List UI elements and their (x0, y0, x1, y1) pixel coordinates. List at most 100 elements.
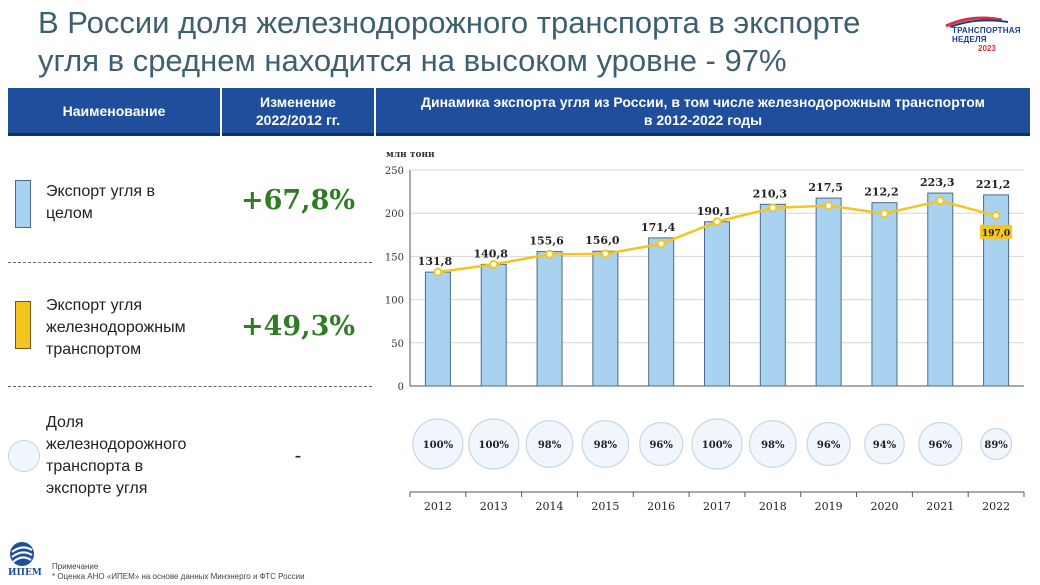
share-circle-2016 (639, 421, 684, 467)
share-label: 100% (423, 440, 454, 451)
share-circle-2019 (806, 421, 851, 467)
bar-label: 223,3 (920, 176, 954, 189)
share-label: 98% (538, 440, 562, 451)
header-change: Изменение 2022/2012 гг. (222, 88, 374, 136)
bar-2018 (759, 203, 786, 387)
row-value-rail-share: - (294, 445, 302, 467)
legend-rail-share-icon (8, 440, 40, 472)
transport-week-logo: ТРАНСПОРТНАЯ НЕДЕЛЯ 2023 (942, 14, 1024, 54)
x-tick-label: 2012 (424, 500, 452, 513)
y-tick-label: 50 (391, 339, 404, 350)
ipem-logo-text: ИПЕМ (8, 568, 42, 578)
x-tick-label: 2019 (815, 500, 843, 513)
logo-swoosh-icon (945, 16, 1009, 28)
x-tick-label: 2017 (703, 500, 731, 513)
rail-last-label: 197,0 (982, 229, 1010, 239)
logo-line1: ТРАНСПОРТНАЯ (952, 26, 1021, 35)
rail-last-label-box (980, 224, 1013, 239)
share-label: 100% (702, 440, 733, 451)
bar-2022 (983, 194, 1010, 387)
x-tick-label: 2021 (926, 500, 954, 513)
share-circle-2013 (468, 418, 520, 470)
rail-point-2013 (489, 259, 499, 269)
bar-label: 155,6 (529, 235, 564, 248)
share-label: 98% (761, 440, 785, 451)
y-axis-label: млн тонн (386, 150, 435, 160)
share-circle-2018 (748, 420, 797, 468)
x-tick-label: 2016 (647, 500, 675, 513)
share-label: 89% (984, 440, 1008, 451)
bar-label: 210,3 (753, 187, 787, 200)
bar-2016 (648, 237, 675, 387)
bar-2012 (424, 271, 451, 387)
y-tick-label: 200 (385, 209, 404, 220)
row-label-rail-export: Экспорт угля железнодорожным транспортом (46, 297, 186, 358)
share-label: 96% (929, 440, 953, 451)
rail-point-2014 (545, 249, 555, 259)
rail-point-2020 (879, 209, 889, 219)
x-tick-label: 2022 (982, 500, 1010, 513)
x-tick-label: 2015 (591, 500, 619, 513)
bar-label: 140,8 (474, 247, 509, 260)
rail-point-2016 (656, 239, 666, 249)
header-name: Наименование (8, 88, 220, 136)
bar-label: 156,0 (585, 234, 620, 247)
coal-export-chart: млн тонн 0 50 100 150 200 250 197,0 131,8 140,… (385, 150, 1025, 513)
rail-point-2012 (433, 267, 443, 277)
rail-point-2015 (600, 249, 610, 259)
y-tick-label: 0 (398, 382, 404, 393)
bar-label: 217,5 (808, 181, 842, 194)
logo-year: 2023 (978, 44, 996, 53)
share-label: 96% (649, 440, 673, 451)
share-circle-2017 (691, 418, 743, 470)
y-tick-label: 100 (385, 296, 404, 307)
logo-line2: НЕДЕЛЯ (952, 35, 987, 44)
row-divider (8, 386, 372, 387)
page-title: В России доля железнодорожного транспорт… (38, 5, 861, 78)
bar-label: 190,1 (697, 205, 731, 218)
bar-2020 (871, 202, 898, 387)
share-label: 100% (479, 440, 510, 451)
share-circle-2015 (581, 420, 630, 468)
rail-point-2022 (991, 211, 1001, 221)
row-label-total-export: Экспорт угля в целом (46, 183, 155, 222)
bar-label: 171,4 (641, 221, 676, 234)
bar-label: 212,2 (864, 186, 898, 199)
x-tick-label: 2014 (536, 500, 564, 513)
share-circle-2022 (980, 427, 1013, 461)
bar-label: 221,2 (976, 178, 1010, 191)
x-tick-label: 2020 (870, 500, 898, 513)
row-value-rail-export: +49,3% (240, 311, 356, 342)
rail-point-2019 (824, 201, 834, 211)
legend-rail-export-icon (15, 301, 31, 349)
bar-2014 (536, 251, 563, 387)
ipem-logo-icon (10, 542, 34, 566)
row-label-rail-share: Доля железнодорожного транспорта в экспорте… (46, 414, 187, 497)
row-divider (8, 262, 372, 263)
bar-2019 (815, 197, 842, 387)
ipem-logo: ИПЕМ (6, 540, 42, 578)
footnote: Примечание * Оценка АНО «ИПЕМ» на основе … (52, 562, 305, 581)
bar-2021 (927, 192, 954, 387)
rail-point-2021 (935, 196, 945, 206)
row-value-total-export: +67,8% (240, 185, 356, 216)
share-label: 96% (817, 440, 841, 451)
rail-point-2018 (768, 203, 778, 213)
bar-2017 (704, 221, 730, 387)
share-label: 94% (873, 440, 897, 451)
share-circle-2020 (864, 423, 905, 465)
share-circle-2014 (525, 420, 574, 468)
bar-2013 (480, 263, 507, 387)
share-circle-2021 (918, 421, 963, 467)
share-label: 98% (594, 440, 618, 451)
bar-label: 131,8 (418, 255, 453, 268)
share-circle-2012 (412, 418, 464, 470)
x-tick-label: 2018 (759, 500, 787, 513)
y-tick-label: 150 (385, 252, 404, 263)
bar-2015 (592, 250, 619, 387)
header-dynamics: Динамика экспорта угля из России, в том … (376, 88, 1030, 136)
rail-point-2017 (712, 217, 722, 227)
y-tick-label: 250 (385, 166, 404, 177)
x-tick-label: 2013 (480, 500, 508, 513)
legend-total-export-icon (15, 180, 31, 228)
